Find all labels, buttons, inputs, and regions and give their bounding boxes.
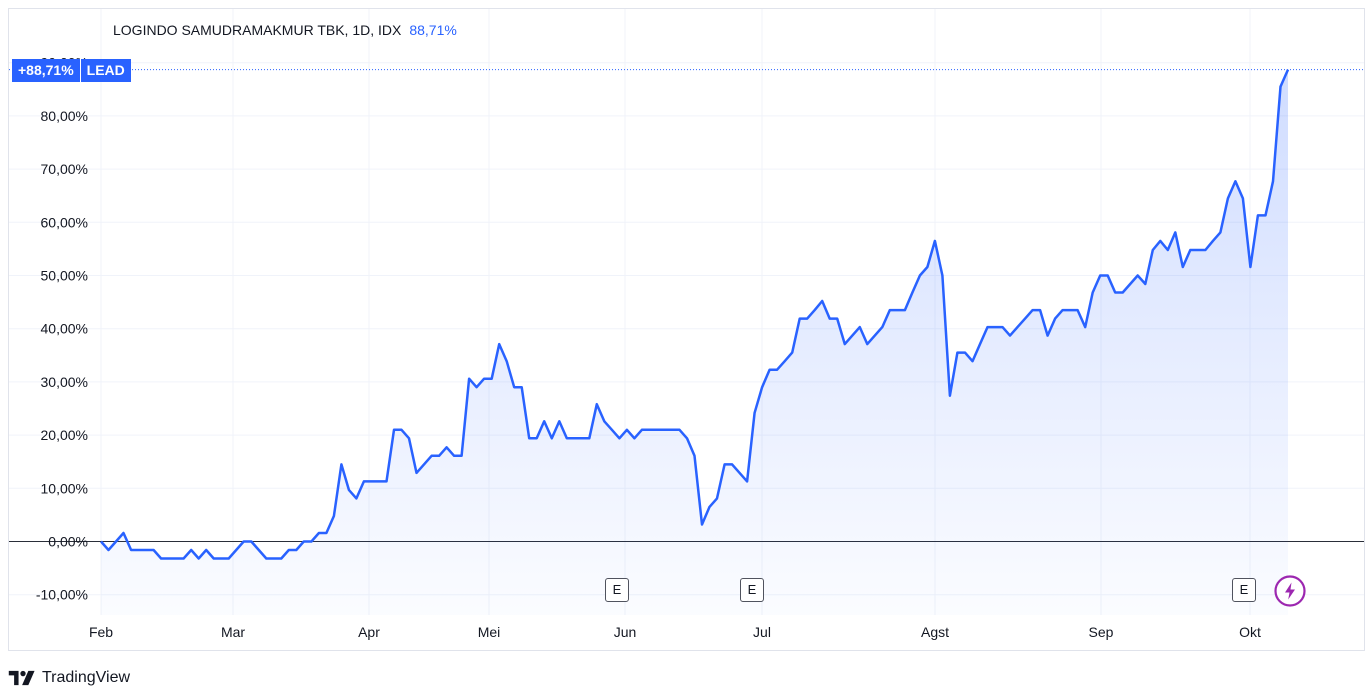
tradingview-logo-icon <box>8 670 35 686</box>
badge-label: LEAD <box>80 59 131 82</box>
series-line[interactable] <box>100 69 1290 560</box>
x-tick-label: Jul <box>753 624 771 640</box>
y-axis-tick-labels: -10,00% 0,00% 10,00% 20,00% 30,00% 40,00% 50,0… <box>36 55 88 603</box>
footer-brand-text: TradingView <box>42 669 131 686</box>
earnings-marker-jun[interactable]: E <box>605 578 629 602</box>
legend-symbol: LOGINDO SAMUDRAMAKMUR TBK, 1D, IDX <box>113 22 402 38</box>
x-tick-label: Agst <box>921 624 949 640</box>
x-tick-label: Okt <box>1239 624 1261 640</box>
y-tick-label: 10,00% <box>41 480 88 496</box>
legend-value: 88,71% <box>409 22 457 38</box>
x-tick-label: Jun <box>614 624 637 640</box>
y-tick-label: 50,00% <box>41 268 88 284</box>
badge-value: +88,71% <box>12 59 80 82</box>
y-tick-label: -10,00% <box>36 587 88 603</box>
last-value-badge: +88,71% LEAD <box>12 59 131 82</box>
earnings-marker-okt[interactable]: E <box>1232 578 1256 602</box>
chart-legend: LOGINDO SAMUDRAMAKMUR TBK, 1D, IDX 88,71% <box>113 22 457 38</box>
y-tick-label: 80,00% <box>41 108 88 124</box>
x-tick-label: Feb <box>89 624 113 640</box>
x-tick-label: Mei <box>478 624 501 640</box>
y-tick-label: 70,00% <box>41 161 88 177</box>
y-tick-label: 30,00% <box>41 374 88 390</box>
x-tick-label: Sep <box>1089 624 1114 640</box>
y-tick-label: 60,00% <box>41 214 88 230</box>
series-area-fill <box>101 69 1288 616</box>
footer-brand[interactable]: TradingView <box>7 667 130 689</box>
alert-bolt-icon[interactable] <box>1274 575 1306 607</box>
x-tick-label: Apr <box>358 624 380 640</box>
earnings-marker-jul[interactable]: E <box>740 578 764 602</box>
y-tick-label: 0,00% <box>48 534 88 550</box>
y-tick-label: 20,00% <box>41 427 88 443</box>
badge-separator <box>79 59 81 82</box>
y-tick-label: 40,00% <box>41 321 88 337</box>
x-tick-label: Mar <box>221 624 245 640</box>
x-axis-tick-labels: Feb Mar Apr Mei Jun Jul Agst Sep Okt <box>89 624 1261 640</box>
